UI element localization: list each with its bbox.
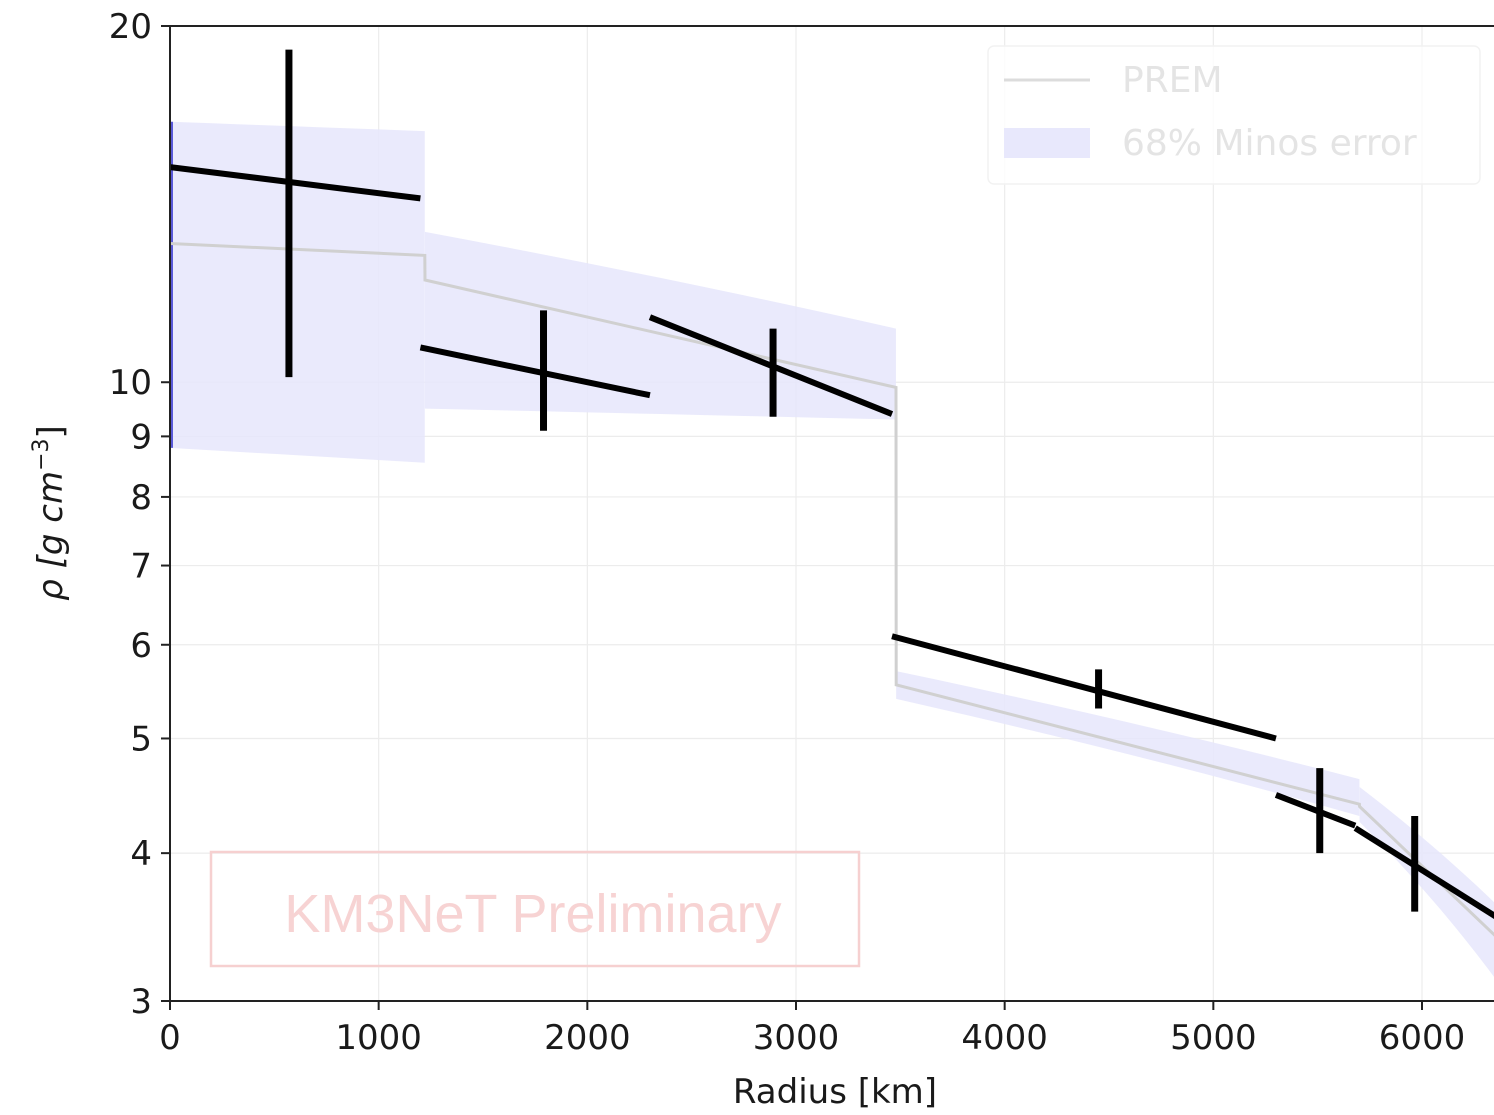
x-tick-label: 6000 — [1379, 1018, 1466, 1058]
x-tick-label: 5000 — [1170, 1018, 1257, 1058]
y-axis-title-exponent: −3 — [29, 438, 54, 470]
prem-error-band-segment — [170, 121, 425, 463]
fit-segment — [891, 633, 1277, 742]
y-tick-label: 3 — [130, 982, 152, 1022]
prem-line — [170, 242, 1494, 937]
axes-spines — [169, 25, 1494, 1002]
y-axis-title-close: ] — [31, 425, 71, 438]
error-bars — [285, 49, 1419, 912]
watermark-frame — [209, 850, 861, 968]
x-tick-label: 1000 — [335, 1018, 422, 1058]
x-tick-label: 4000 — [961, 1018, 1048, 1058]
legend-band-label: 68% Minos error — [1122, 123, 1417, 164]
fit-segment — [1353, 825, 1494, 919]
y-tick-label: 4 — [130, 834, 152, 874]
y-tick-label: 8 — [130, 478, 152, 518]
x-tick-label: 3000 — [753, 1018, 840, 1058]
y-tick-label: 7 — [130, 547, 152, 587]
y-axis-title: ρ [g cm−3] — [29, 425, 71, 601]
watermark: KM3NeT Preliminary — [209, 850, 861, 968]
watermark-text: KM3NeT Preliminary — [284, 884, 781, 944]
y-tick-label: 6 — [130, 626, 152, 666]
fit-segment — [1274, 792, 1357, 829]
y-tick-label: 9 — [130, 417, 152, 457]
legend: PREM 68% Minos error — [987, 45, 1481, 185]
legend-frame — [987, 45, 1481, 185]
y-tick-label: 5 — [130, 719, 152, 759]
prem-error-band-segment — [1359, 786, 1494, 977]
x-axis-title: Radius [km] — [733, 1072, 937, 1112]
y-axis-ticks: 3 4 5 6 7 8 9 10 20 — [109, 7, 170, 1022]
y-axis-title-main: ρ [g cm — [31, 471, 71, 601]
fit-segment — [419, 344, 651, 399]
x-tick-label: 0 — [159, 1018, 181, 1058]
y-tick-label: 20 — [109, 7, 152, 47]
x-axis-ticks: 0 1000 2000 3000 4000 5000 6000 — [159, 1001, 1465, 1058]
y-tick-label: 10 — [109, 363, 152, 403]
legend-prem-label: PREM — [1122, 60, 1223, 101]
x-tick-label: 2000 — [544, 1018, 631, 1058]
legend-band-swatch — [1004, 128, 1090, 158]
fit-segment — [170, 164, 421, 202]
